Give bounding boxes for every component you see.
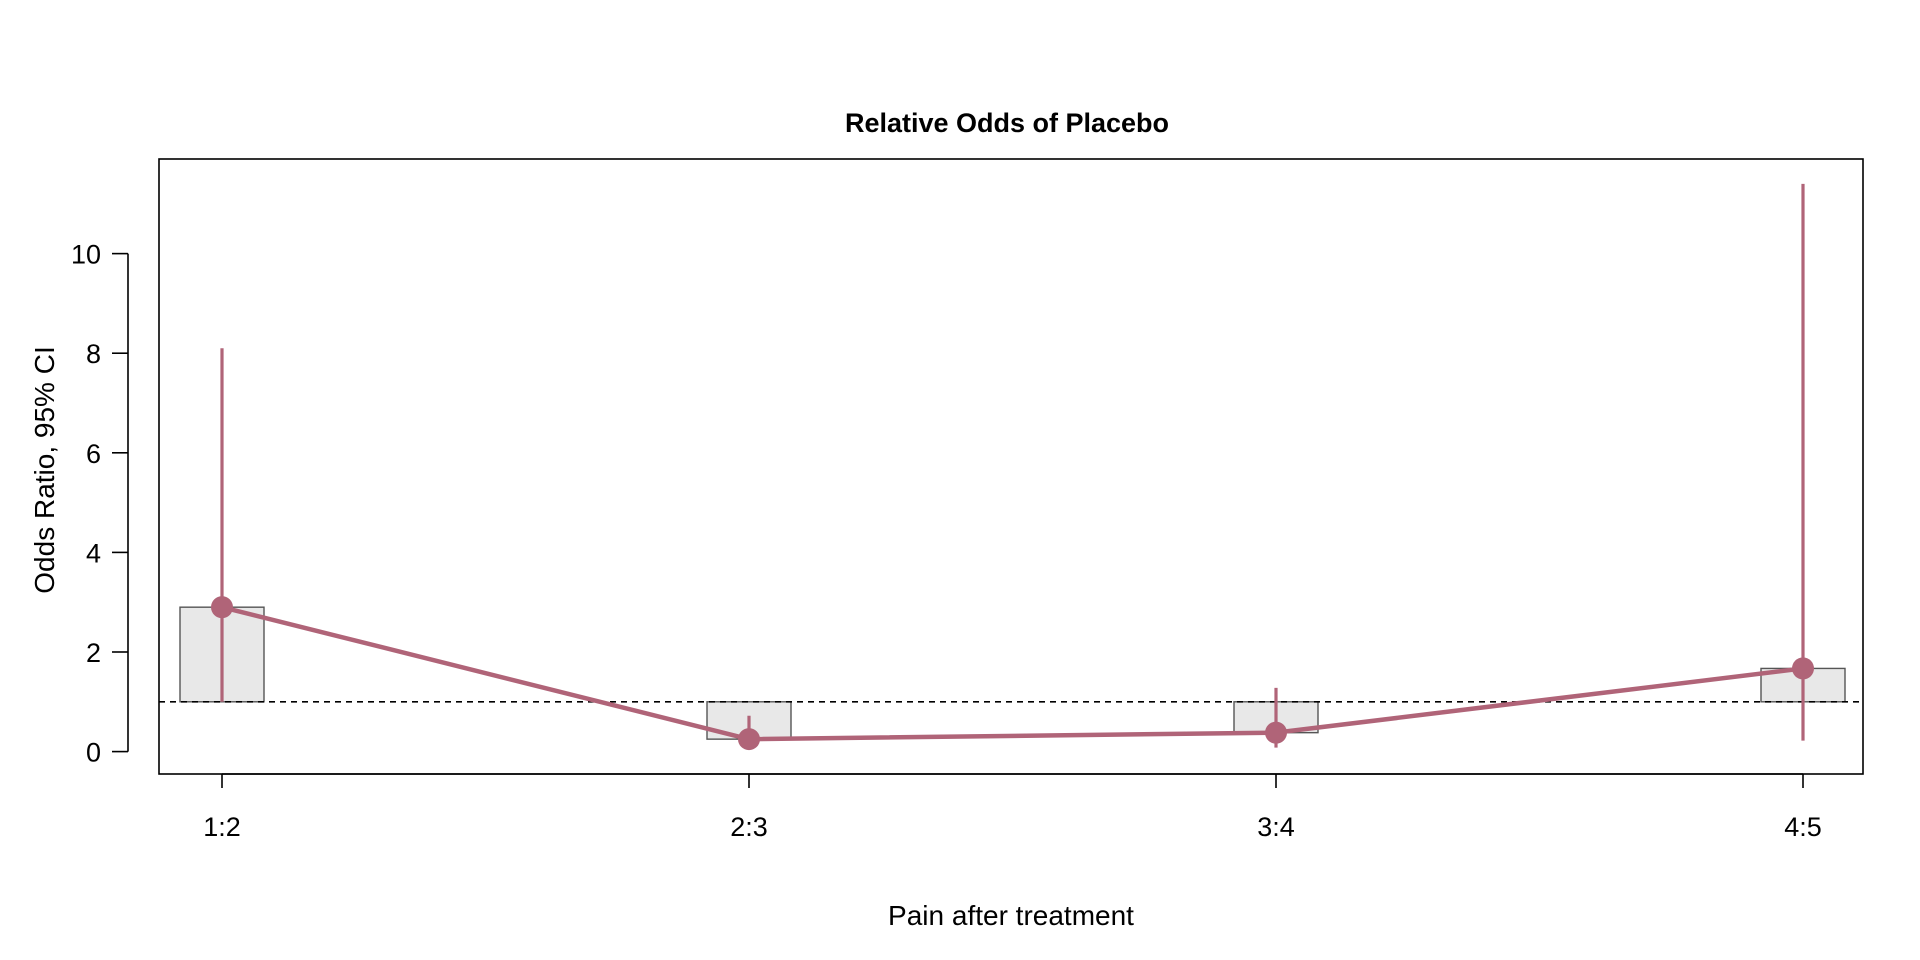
- x-tick-label: 3:4: [1257, 812, 1295, 842]
- y-tick-label: 6: [86, 439, 101, 469]
- x-axis: 1:2 2:3 3:4 4:5: [203, 773, 1822, 842]
- data-point: [1792, 657, 1814, 680]
- chart-title: Relative Odds of Placebo: [845, 108, 1169, 138]
- y-tick-label: 2: [86, 638, 101, 668]
- y-tick-label: 4: [86, 538, 101, 568]
- data-point: [738, 728, 760, 751]
- data-point: [1265, 721, 1287, 744]
- series-line: [221, 604, 1804, 742]
- x-tick-label: 2:3: [730, 812, 768, 842]
- x-axis-title: Pain after treatment: [888, 900, 1134, 931]
- y-tick-label: 0: [86, 738, 101, 768]
- x-tick-label: 4:5: [1784, 812, 1822, 842]
- y-axis-title: Odds Ratio, 95% CI: [29, 346, 60, 593]
- plot-frame: [158, 158, 1864, 775]
- bars-layer: [179, 606, 1846, 740]
- line-layer: [221, 604, 1804, 742]
- y-tick-label: 8: [86, 339, 101, 369]
- y-tick-label: 10: [71, 240, 101, 270]
- y-axis: 0 2 4 6 8 10: [71, 240, 129, 768]
- data-point: [211, 596, 233, 619]
- x-tick-label: 1:2: [203, 812, 241, 842]
- points-layer: [211, 596, 1814, 751]
